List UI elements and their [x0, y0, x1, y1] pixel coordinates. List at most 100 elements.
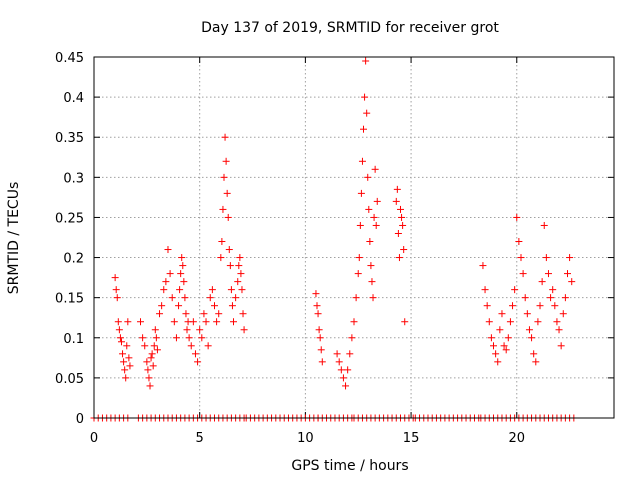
data-point	[219, 205, 227, 213]
data-point	[189, 318, 197, 326]
data-point	[352, 294, 360, 302]
data-point	[119, 350, 127, 358]
data-point	[337, 366, 345, 374]
data-point	[498, 310, 506, 318]
data-point	[394, 229, 402, 237]
data-point	[218, 238, 226, 246]
data-point	[555, 326, 563, 334]
data-point	[342, 382, 350, 390]
data-point	[125, 354, 133, 362]
data-point	[124, 318, 132, 326]
data-point	[515, 238, 523, 246]
data-point	[121, 366, 129, 374]
x-tick-labels: 0 5 10 15 20	[90, 431, 525, 446]
y-tick-label: 0.3	[63, 171, 84, 186]
data-point	[344, 366, 352, 374]
data-point	[525, 326, 533, 334]
data-point	[549, 286, 557, 294]
data-point	[335, 358, 343, 366]
plot-frame	[93, 56, 615, 419]
data-point	[312, 290, 320, 298]
data-point	[490, 342, 498, 350]
data-point	[180, 278, 188, 286]
data-point	[182, 310, 190, 318]
data-point	[111, 274, 119, 282]
data-point	[398, 213, 406, 221]
data-point	[187, 342, 195, 350]
data-point	[191, 350, 199, 358]
data-point	[220, 173, 228, 181]
data-point	[145, 374, 153, 382]
data-point	[368, 278, 376, 286]
data-point	[479, 262, 487, 270]
data-point	[318, 358, 326, 366]
data-point	[540, 221, 548, 229]
data-point	[137, 318, 145, 326]
data-point	[365, 205, 373, 213]
data-point	[350, 318, 358, 326]
data-point	[504, 334, 512, 342]
data-point	[566, 254, 574, 262]
data-point	[208, 286, 216, 294]
data-point	[228, 302, 236, 310]
data-point	[346, 350, 354, 358]
y-tick-label: 0.4	[63, 91, 84, 106]
x-axis-title: GPS time / hours	[291, 458, 408, 474]
data-point	[364, 173, 372, 181]
data-point	[206, 294, 214, 302]
data-point	[194, 358, 202, 366]
data-point	[496, 326, 504, 334]
data-point	[483, 302, 491, 310]
data-point	[179, 262, 187, 270]
data-point	[146, 382, 154, 390]
data-point	[333, 350, 341, 358]
data-point	[175, 302, 183, 310]
data-point	[487, 334, 495, 342]
data-point	[517, 254, 525, 262]
data-point	[170, 318, 178, 326]
data-point	[360, 125, 368, 133]
y-tick-label: 0.05	[55, 372, 84, 387]
data-point	[156, 310, 164, 318]
data-point	[224, 213, 232, 221]
data-point	[534, 318, 542, 326]
data-point	[559, 310, 567, 318]
x-tick-label: 10	[297, 431, 314, 446]
y-axis-title: SRMTID / TECUs	[6, 182, 22, 295]
data-point	[519, 270, 527, 278]
data-point	[123, 342, 131, 350]
data-point	[314, 310, 322, 318]
data-point	[502, 346, 510, 354]
y-tick-label: 0.45	[55, 51, 84, 66]
data-point	[183, 326, 191, 334]
data-point	[126, 362, 134, 370]
data-point	[139, 334, 147, 342]
data-point	[114, 318, 122, 326]
data-point	[553, 318, 561, 326]
data-point	[363, 109, 371, 117]
data-point	[313, 302, 321, 310]
data-point	[494, 358, 502, 366]
data-point	[168, 294, 176, 302]
data-point	[547, 294, 555, 302]
y-tick-label: 0.2	[63, 252, 84, 267]
data-point	[202, 318, 210, 326]
x-tick-label: 0	[90, 431, 98, 446]
data-point	[492, 350, 500, 358]
data-point	[185, 334, 193, 342]
data-point	[355, 254, 363, 262]
data-point	[238, 286, 246, 294]
data-point	[240, 326, 248, 334]
data-point	[122, 374, 130, 382]
data-point	[372, 221, 380, 229]
data-point	[544, 270, 552, 278]
data-point	[225, 246, 233, 254]
data-point	[362, 57, 370, 65]
data-point	[217, 254, 225, 262]
data-point	[223, 189, 231, 197]
data-point	[542, 254, 550, 262]
data-point	[178, 254, 186, 262]
y-tick-labels: 0 0.05 0.1 0.15 0.2 0.25 0.3 0.35 0.4 0.45	[55, 51, 84, 427]
data-point	[366, 238, 374, 246]
